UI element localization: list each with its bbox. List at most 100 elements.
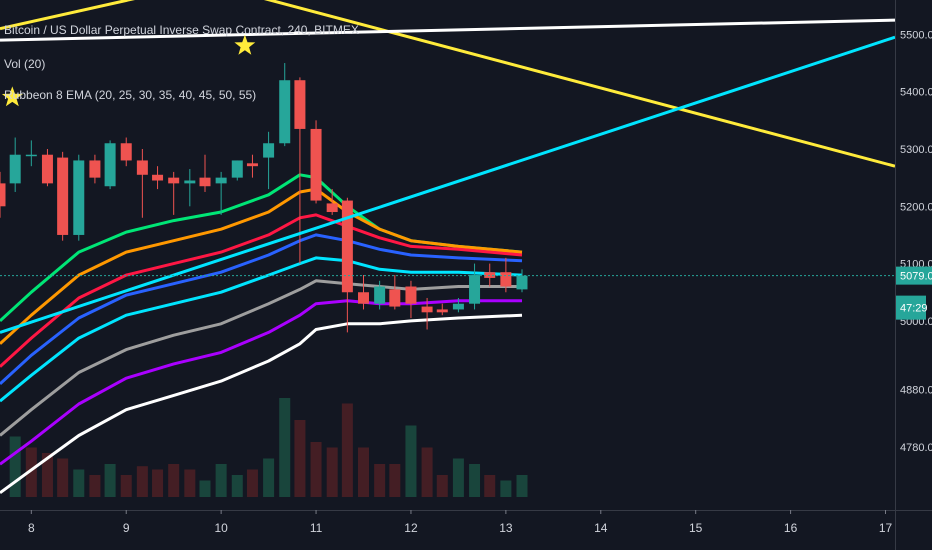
candle-body xyxy=(104,143,116,187)
candle-body xyxy=(326,203,338,213)
candle-body xyxy=(310,128,322,201)
volume-bar xyxy=(104,464,116,497)
volume-bar xyxy=(136,466,148,497)
price-tick-label: 4880.0 xyxy=(900,385,932,397)
volume-bar xyxy=(484,475,496,497)
volume-bar xyxy=(57,458,69,497)
volume-bar xyxy=(120,475,132,497)
volume-bar xyxy=(199,480,211,497)
candle-body xyxy=(0,183,6,207)
ema-line xyxy=(0,256,523,403)
time-tick-label: 11 xyxy=(310,521,323,535)
last-price-tag-text: 5079.0 xyxy=(900,271,932,283)
ema-line xyxy=(0,313,523,495)
volume-bar xyxy=(246,469,258,497)
candle-body xyxy=(421,306,433,313)
price-tick-label: 5400.0 xyxy=(900,87,932,99)
countdown-tag-text: 47:29 xyxy=(900,303,928,315)
volume-bars xyxy=(9,398,528,497)
volume-bar xyxy=(9,436,21,497)
candle-body xyxy=(294,80,306,129)
time-tick-label: 14 xyxy=(594,521,608,535)
trendline xyxy=(0,0,896,168)
volume-bar xyxy=(341,403,353,497)
volume-bar xyxy=(421,447,433,497)
star-markers xyxy=(1,34,256,107)
trendlines[interactable] xyxy=(0,0,896,334)
volume-bar xyxy=(168,464,180,497)
trendline xyxy=(0,35,896,334)
last-price-tag xyxy=(896,266,932,285)
time-tick-label: 15 xyxy=(689,521,703,535)
volume-bar xyxy=(294,420,306,497)
volume-bar xyxy=(310,442,322,497)
candle-body xyxy=(452,303,464,310)
candle-body xyxy=(199,177,211,187)
candle-body xyxy=(246,163,258,167)
volume-bar xyxy=(358,447,370,497)
star-marker xyxy=(234,34,256,55)
volume-bar xyxy=(231,475,243,497)
candle-body xyxy=(89,160,101,178)
volume-bar xyxy=(405,425,417,497)
volume-bar xyxy=(263,458,275,497)
candle-body xyxy=(168,177,180,184)
volume-bar xyxy=(389,464,401,497)
candle-body xyxy=(516,275,528,290)
ema-line xyxy=(0,279,522,437)
ema-line xyxy=(0,213,523,368)
countdown-tag xyxy=(896,295,926,320)
ema-line xyxy=(0,299,522,466)
volume-bar xyxy=(73,469,85,497)
volume-bar xyxy=(25,447,37,497)
price-tick-label: 4780.0 xyxy=(900,442,932,454)
volume-bar xyxy=(516,475,528,497)
time-tick-label: 12 xyxy=(404,521,418,535)
candle-body xyxy=(469,275,481,304)
candlesticks xyxy=(0,63,528,333)
candle-body xyxy=(25,154,37,157)
candle-body xyxy=(436,309,448,313)
volume-bar xyxy=(436,475,448,497)
volume-bar xyxy=(152,469,164,497)
time-tick-label: 10 xyxy=(214,521,228,535)
price-tick-label: 5200.0 xyxy=(900,201,932,213)
time-tick-label: 8 xyxy=(28,521,35,535)
time-tick-label: 9 xyxy=(123,521,130,535)
ema-line xyxy=(0,233,523,386)
volume-bar xyxy=(184,469,196,497)
volume-bar xyxy=(469,464,481,497)
candle-body xyxy=(9,154,21,184)
volume-bar xyxy=(215,464,227,497)
candle-body xyxy=(374,286,386,304)
candle-body xyxy=(231,160,243,178)
candle-body xyxy=(73,160,85,235)
ema-line xyxy=(0,187,523,345)
ema-ribbon xyxy=(0,173,523,495)
price-tick-label: 5300.0 xyxy=(900,144,932,156)
candle-body xyxy=(341,200,353,293)
time-tick-label: 13 xyxy=(499,521,513,535)
candle-body xyxy=(152,174,164,181)
ema-indicator-label: Rubbeon 8 EMA (20, 25, 30, 35, 40, 45, 5… xyxy=(4,88,257,102)
candle-body xyxy=(484,272,496,278)
trendline xyxy=(0,18,896,42)
candle-body xyxy=(184,180,196,184)
candle-body xyxy=(136,160,148,175)
candle-body xyxy=(215,177,227,184)
candle-body xyxy=(500,272,512,287)
candle-body xyxy=(263,143,275,158)
candle-body xyxy=(389,289,401,307)
candle-body xyxy=(57,157,69,235)
chart-title: Bitcoin / US Dollar Perpetual Inverse Sw… xyxy=(4,23,359,37)
volume-bar xyxy=(374,464,386,497)
volume-indicator-label: Vol (20) xyxy=(4,57,46,71)
star-marker xyxy=(1,86,23,107)
volume-bar xyxy=(326,447,338,497)
volume-bar xyxy=(279,398,291,497)
time-tick-label: 16 xyxy=(784,521,798,535)
time-tick-label: 17 xyxy=(879,521,893,535)
candle-body xyxy=(120,143,132,161)
